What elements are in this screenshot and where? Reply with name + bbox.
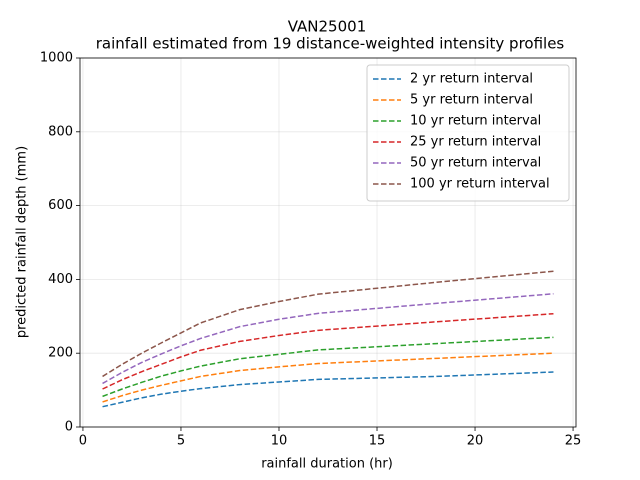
y-tick-label: 400: [48, 272, 73, 287]
chart-title: VAN25001: [288, 18, 367, 36]
legend: 2 yr return interval 5 yr return interval…: [366, 64, 570, 202]
data-line: [102, 352, 554, 403]
y-tick-label: 200: [48, 346, 73, 361]
legend-label: 25 yr return interval: [410, 135, 541, 150]
data-line: [102, 371, 554, 408]
data-line: [102, 312, 554, 390]
legend-label: 100 yr return interval: [410, 177, 550, 192]
plot-frame: [79, 57, 577, 428]
data-line: [102, 270, 554, 378]
y-tick-label: 0: [65, 420, 73, 435]
x-tick-label: 25: [565, 434, 582, 449]
y-tick-label: 600: [48, 198, 73, 213]
x-tick-label: 20: [467, 434, 484, 449]
legend-box: [366, 64, 570, 202]
legend-label: 50 yr return interval: [410, 156, 541, 171]
legend-label: 10 yr return interval: [410, 114, 541, 129]
x-tick-label: 5: [177, 434, 185, 449]
x-tick-label: 10: [271, 434, 288, 449]
data-line: [102, 336, 554, 398]
legend-label: 5 yr return interval: [410, 93, 533, 108]
chart-subtitle: rainfall estimated from 19 distance-weig…: [96, 35, 565, 53]
y-tick-label: 800: [48, 124, 73, 139]
x-tick-label: 0: [79, 434, 87, 449]
y-axis-label: predicted rainfall depth (mm): [15, 146, 30, 338]
data-line: [102, 293, 554, 385]
x-axis-label: rainfall duration (hr): [261, 457, 393, 472]
x-tick-label: 15: [369, 434, 386, 449]
y-tick-label: 1000: [40, 51, 73, 66]
legend-label: 2 yr return interval: [410, 72, 533, 87]
